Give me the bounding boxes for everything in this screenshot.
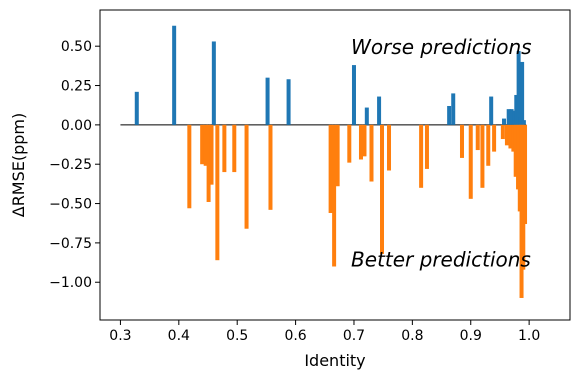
bar-positive — [516, 50, 521, 125]
x-tick-label: 0.3 — [109, 328, 131, 344]
bar-negative — [459, 124, 464, 158]
bar-negative — [475, 124, 480, 151]
bar-negative — [232, 124, 237, 173]
x-tick-label: 0.8 — [401, 328, 423, 344]
x-axis-label: Identity — [304, 351, 365, 370]
x-tick-label: 0.4 — [168, 328, 190, 344]
bar-positive — [520, 61, 525, 125]
y-tick-label: −0.25 — [49, 157, 92, 173]
bar-positive — [211, 41, 216, 125]
bar-negative — [500, 124, 505, 140]
bar-negative — [200, 124, 205, 165]
bar-negative — [480, 124, 485, 188]
x-tick-label: 1.0 — [518, 328, 540, 344]
bar-positive — [502, 118, 507, 125]
bar-negative — [387, 124, 392, 171]
annotations: Worse predictions Better predictions — [351, 35, 532, 271]
bar-positive — [351, 65, 356, 125]
bar-negative — [209, 124, 214, 185]
bar-negative — [380, 124, 384, 254]
bar-positive — [451, 93, 456, 125]
x-tick-label: 0.5 — [226, 328, 248, 344]
bar-negative — [508, 124, 513, 149]
bar-negative — [523, 124, 528, 225]
bar-positive — [265, 77, 270, 125]
y-tick-label: −0.50 — [49, 197, 92, 213]
bar-positive — [286, 79, 291, 125]
bar-negative — [511, 124, 516, 152]
bar-negative — [332, 124, 337, 267]
x-ticks: 0.3 0.4 0.5 0.6 0.7 0.8 0.9 1.0 — [109, 320, 540, 344]
bar-positive — [489, 96, 494, 125]
bar-positive — [377, 96, 382, 125]
bars-layer — [134, 25, 528, 298]
annotation-text: Better predictions — [351, 248, 531, 272]
bar-negative — [513, 124, 518, 177]
bar-negative — [424, 124, 429, 169]
y-tick-label: −1.00 — [49, 275, 92, 291]
y-tick-label: −0.75 — [49, 236, 92, 252]
bar-positive — [514, 94, 519, 125]
y-ticks: 0.50 0.25 0.00 −0.25 −0.50 −0.75 −1.00 — [49, 39, 100, 291]
y-axis-label: ΔRMSE(ppm) — [9, 113, 28, 218]
bar-negative — [468, 124, 473, 199]
plot-frame — [99, 9, 571, 321]
x-tick-label: 0.7 — [343, 328, 365, 344]
bar-negative — [347, 124, 352, 163]
bar-negative — [504, 124, 509, 146]
bar-positive — [506, 109, 511, 125]
bar-negative — [492, 124, 497, 152]
y-tick-label: 0.00 — [61, 118, 92, 134]
bar-negative — [486, 124, 491, 166]
bar-negative — [244, 124, 249, 229]
bar-negative — [222, 124, 227, 173]
bar-positive — [521, 120, 526, 125]
bar-negative — [419, 124, 424, 188]
bar-negative — [187, 124, 192, 209]
bar-negative — [215, 124, 220, 261]
bar-positive — [134, 91, 139, 125]
annotation-text: Worse predictions — [351, 35, 532, 59]
bar-negative — [206, 124, 211, 202]
bar-negative — [369, 124, 374, 182]
bar-positive — [447, 105, 452, 125]
axes-layer — [99, 9, 571, 321]
bar-positive — [172, 25, 177, 125]
bar-negative — [268, 124, 273, 210]
bar-positive — [364, 107, 369, 125]
bar-negative — [358, 124, 363, 160]
bar-positive — [509, 109, 514, 125]
bar-negative — [328, 124, 333, 213]
y-tick-label: 0.50 — [61, 39, 92, 55]
x-tick-label: 0.6 — [284, 328, 306, 344]
y-tick-label: 0.25 — [61, 79, 92, 95]
x-tick-label: 0.9 — [460, 328, 482, 344]
bar-negative — [362, 124, 367, 157]
bar-negative — [203, 124, 208, 166]
bar-negative — [335, 124, 340, 187]
